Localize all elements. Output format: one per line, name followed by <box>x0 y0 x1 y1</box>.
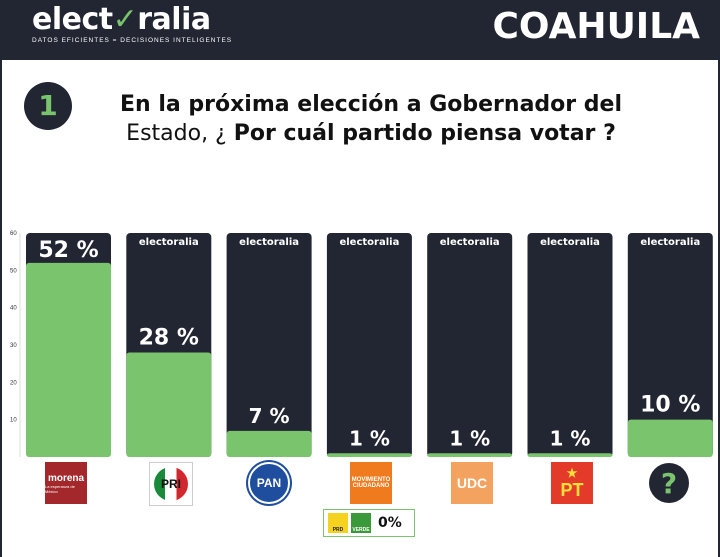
y-tick-label: 30 <box>10 343 17 349</box>
question-number-badge: 1 <box>24 82 72 130</box>
bar <box>627 419 713 457</box>
brand-tagline: DATOS EFICIENTES = DECISIONES INTELIGENT… <box>32 37 233 44</box>
movimiento-ciudadano-logo-icon: MOVIMIENTO CIUDADANO <box>350 462 392 504</box>
watermark-label: electoralia <box>440 237 500 248</box>
small-parties-value: 0% <box>378 515 402 531</box>
y-tick-label: 60 <box>10 231 17 237</box>
bar <box>427 453 513 457</box>
bar-background <box>627 233 713 457</box>
udc-logo-icon: UDC <box>451 462 493 504</box>
region-title: COAHUILA <box>492 6 700 47</box>
watermark-label: electoralia <box>339 237 399 248</box>
frame-left <box>0 60 2 557</box>
data-label: 52 % <box>38 238 98 263</box>
bar-background <box>527 233 613 457</box>
brand-logo: elect✓ralia <box>32 2 211 37</box>
watermark-label: electoralia <box>239 237 299 248</box>
question-text: En la próxima elección a Gobernador del … <box>120 92 622 146</box>
header-bar: elect✓ralia DATOS EFICIENTES = DECISIONE… <box>0 0 720 60</box>
frame-right <box>718 60 720 557</box>
data-label: 1 % <box>349 426 390 450</box>
watermark-label: electoralia <box>540 237 600 248</box>
watermark-label: electoralia <box>139 237 199 248</box>
morena-logo-icon: morena La esperanza de México <box>45 462 87 504</box>
data-label: 28 % <box>139 325 199 350</box>
small-parties-box: PRD VERDE 0% <box>323 509 415 537</box>
bar <box>26 262 111 457</box>
pan-logo-icon: PAN <box>248 462 290 504</box>
prd-logo-icon: PRD <box>328 513 348 533</box>
bar <box>126 352 212 457</box>
bar <box>326 453 412 457</box>
y-tick-label: 40 <box>10 306 17 312</box>
data-label: 1 % <box>550 426 591 450</box>
y-tick-label: 20 <box>10 380 17 386</box>
verde-logo-icon: VERDE <box>351 513 371 533</box>
y-tick-label: 10 <box>10 418 17 424</box>
bar-background <box>326 233 412 457</box>
bar-background <box>226 233 312 457</box>
data-label: 10 % <box>640 393 700 418</box>
y-tick-label: 50 <box>10 268 17 274</box>
watermark-label: electoralia <box>640 237 700 248</box>
pri-logo-icon: PRI <box>149 462 193 506</box>
data-label: 7 % <box>249 404 290 428</box>
bar-background <box>427 233 513 457</box>
undecided-question-icon: ? <box>648 462 690 504</box>
bar <box>226 430 312 457</box>
pt-logo-icon: ★ PT <box>551 462 593 504</box>
bar <box>527 453 613 457</box>
data-label: 1 % <box>449 426 490 450</box>
